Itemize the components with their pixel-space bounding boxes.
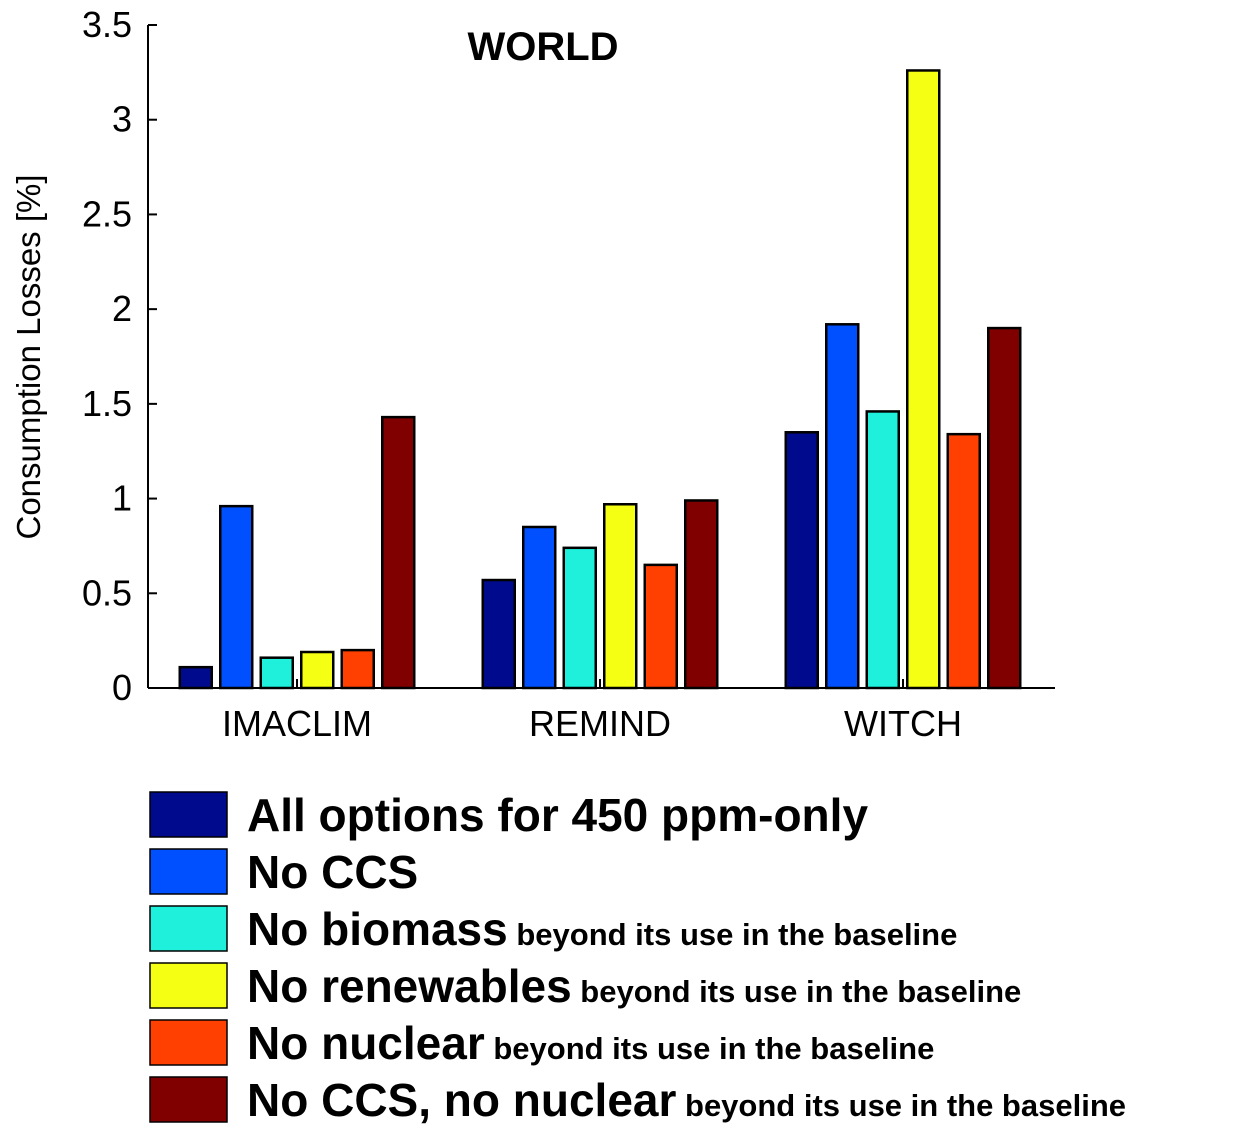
bar-imaclim-series-3: [259, 656, 294, 690]
legend-label-main: No nuclear: [247, 1017, 485, 1069]
bar-imaclim-series-4: [300, 650, 335, 690]
y-axis-ticks: 0 0.5 1 1.5 2 2.5 3 3.5: [82, 4, 157, 708]
bar-witch-series-6: [987, 326, 1022, 690]
y-tick-label: 3: [112, 99, 132, 140]
legend-label-suffix: beyond its use in the baseline: [572, 974, 1022, 1009]
y-tick-label: 1.5: [82, 383, 132, 424]
legend-swatch: [149, 791, 228, 838]
bar-imaclim-series-5: [340, 648, 375, 690]
bar-remind-series-4: [603, 503, 638, 690]
legend-label-main: No renewables: [247, 960, 572, 1012]
bar-remind-series-2: [522, 525, 557, 690]
bar-imaclim-series-6: [381, 415, 416, 690]
bar-witch-series-2: [825, 323, 860, 690]
legend-label: No renewables beyond its use in the base…: [247, 960, 1021, 1012]
legend-swatch: [149, 905, 228, 952]
legend-swatch: [149, 1076, 228, 1123]
bar-remind-series-5: [643, 563, 678, 690]
bar-remind-series-1: [481, 578, 516, 690]
legend-label-main: No biomass: [247, 903, 508, 955]
bar-imaclim-series-1: [178, 665, 213, 690]
bar-remind-series-6: [684, 499, 719, 690]
x-axis-ticks: [296, 679, 904, 688]
y-axis-label: Consumption Losses [%]: [10, 174, 47, 539]
legend-swatch: [149, 848, 228, 895]
legend-label-main: All options for 450 ppm-only: [247, 789, 868, 841]
legend-label-suffix: beyond its use in the baseline: [485, 1031, 935, 1066]
y-tick-label: 2: [112, 288, 132, 329]
legend-item: No CCS: [149, 846, 418, 898]
bars: [178, 69, 1022, 690]
y-tick-label: 3.5: [82, 4, 132, 45]
legend-label-main: No CCS: [247, 846, 418, 898]
legend-label: No biomass beyond its use in the baselin…: [247, 903, 957, 955]
legend-swatch: [149, 962, 228, 1009]
x-category-label: WITCH: [844, 703, 962, 744]
legend-label: No CCS: [247, 846, 418, 898]
x-axis-category-labels: IMACLIM REMIND WITCH: [222, 703, 962, 744]
legend-item: No biomass beyond its use in the baselin…: [149, 903, 957, 955]
bar-witch-series-4: [906, 69, 941, 690]
legend-item: All options for 450 ppm-only: [149, 789, 868, 841]
legend-label: No CCS, no nuclear beyond its use in the…: [247, 1074, 1126, 1126]
legend-label: No nuclear beyond its use in the baselin…: [247, 1017, 934, 1069]
x-category-label: IMACLIM: [222, 703, 372, 744]
bar-imaclim-series-2: [219, 504, 254, 690]
bar-witch-series-3: [865, 410, 900, 690]
chart-title: WORLD: [467, 25, 618, 69]
legend-item: No nuclear beyond its use in the baselin…: [149, 1017, 934, 1069]
y-tick-label: 0: [112, 667, 132, 708]
bar-witch-series-1: [784, 431, 819, 690]
bar-remind-series-3: [562, 546, 597, 690]
bar-witch-series-5: [946, 432, 981, 690]
legend-item: No CCS, no nuclear beyond its use in the…: [149, 1074, 1126, 1126]
legend-label-suffix: beyond its use in the baseline: [508, 917, 958, 952]
x-category-label: REMIND: [529, 703, 671, 744]
legend-label-main: No CCS, no nuclear: [247, 1074, 676, 1126]
y-tick-label: 1: [112, 478, 132, 519]
y-tick-label: 2.5: [82, 193, 132, 234]
legend-label-suffix: beyond its use in the baseline: [676, 1088, 1126, 1123]
legend-swatch: [149, 1019, 228, 1066]
y-tick-label: 0.5: [82, 572, 132, 613]
legend-item: No renewables beyond its use in the base…: [149, 960, 1021, 1012]
legend-label: All options for 450 ppm-only: [247, 789, 868, 841]
